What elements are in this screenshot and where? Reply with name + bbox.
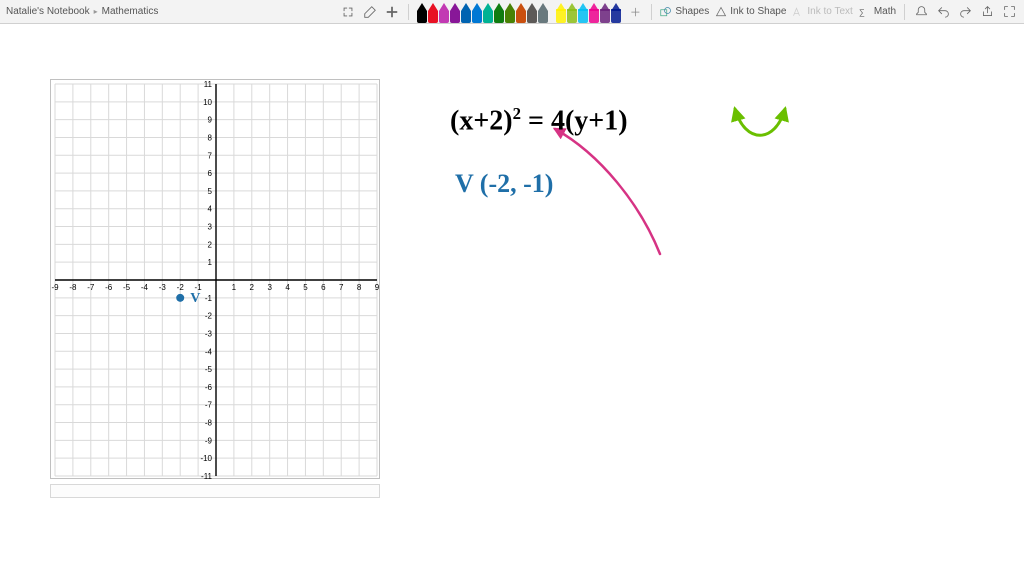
pen-0063b1[interactable]	[461, 3, 471, 23]
pen-69797e[interactable]	[538, 3, 548, 23]
svg-text:10: 10	[203, 98, 212, 107]
svg-text:-9: -9	[51, 283, 59, 292]
redo-icon[interactable]	[957, 4, 973, 20]
graph-svg: -9-8-7-6-5-4-3-2-1123456789-11-10-9-8-7-…	[51, 80, 381, 480]
highlighter-00188f[interactable]	[611, 3, 621, 23]
svg-text:-2: -2	[205, 312, 213, 321]
shapes-button[interactable]: Shapes	[660, 6, 709, 18]
svg-text:1: 1	[232, 283, 237, 292]
app-toolbar: Natalie's Notebook ▸ Mathematics ＋ Shape…	[0, 0, 1024, 24]
pen-e81123[interactable]	[428, 3, 438, 23]
eraser-icon[interactable]	[384, 4, 400, 20]
pen-0078d4[interactable]	[472, 3, 482, 23]
add-pen-icon[interactable]	[362, 4, 378, 20]
svg-text:7: 7	[339, 283, 344, 292]
svg-text:-4: -4	[141, 283, 149, 292]
math-label: Math	[874, 6, 896, 17]
svg-text:6: 6	[321, 283, 326, 292]
pen-tray	[417, 1, 621, 23]
note-canvas[interactable]: -9-8-7-6-5-4-3-2-1123456789-11-10-9-8-7-…	[0, 24, 1024, 576]
pen-881798[interactable]	[450, 3, 460, 23]
vertex-point	[176, 294, 184, 302]
highlighter-00bcf2[interactable]	[578, 3, 588, 23]
breadcrumb-section[interactable]: Mathematics	[102, 6, 159, 17]
svg-text:5: 5	[208, 187, 213, 196]
highlighter-68217a[interactable]	[600, 3, 610, 23]
ink-to-text-button: Ink to Text	[792, 6, 852, 18]
fullscreen-icon[interactable]	[1001, 4, 1017, 20]
chevron-right-icon: ▸	[94, 7, 98, 16]
toolbar-separator	[651, 4, 652, 20]
svg-text:-10: -10	[200, 454, 212, 463]
coordinate-grid: -9-8-7-6-5-4-3-2-1123456789-11-10-9-8-7-…	[50, 79, 380, 479]
ink-to-text-label: Ink to Text	[807, 6, 852, 17]
svg-text:-5: -5	[205, 365, 213, 374]
svg-text:2: 2	[208, 240, 213, 249]
ink-to-shape-icon	[715, 6, 727, 18]
math-icon: ∑	[859, 6, 871, 18]
bell-icon[interactable]	[913, 4, 929, 20]
toolbar-separator	[408, 4, 409, 20]
share-icon[interactable]	[979, 4, 995, 20]
pen-ca5010[interactable]	[516, 3, 526, 23]
svg-text:7: 7	[208, 151, 213, 160]
pen-498205[interactable]	[505, 3, 515, 23]
math-button[interactable]: ∑ Math	[859, 6, 896, 18]
ink-to-text-icon	[792, 6, 804, 18]
undo-icon[interactable]	[935, 4, 951, 20]
svg-text:3: 3	[208, 223, 213, 232]
svg-text:-3: -3	[159, 283, 167, 292]
svg-text:9: 9	[208, 116, 213, 125]
highlighter-fff100[interactable]	[556, 3, 566, 23]
svg-text:-8: -8	[205, 419, 213, 428]
parabola-hint-icon	[735, 109, 785, 135]
svg-text:3: 3	[267, 283, 272, 292]
svg-text:-5: -5	[123, 283, 131, 292]
pen-00b294[interactable]	[483, 3, 493, 23]
svg-text:-8: -8	[69, 283, 77, 292]
shapes-label: Shapes	[675, 6, 709, 17]
svg-text:8: 8	[208, 133, 213, 142]
shapes-icon	[660, 6, 672, 18]
svg-text:-3: -3	[205, 329, 213, 338]
svg-text:4: 4	[208, 205, 213, 214]
arrow-to-equation	[555, 129, 660, 254]
graph-caption-bar	[50, 484, 380, 498]
svg-text:5: 5	[303, 283, 308, 292]
svg-text:9: 9	[375, 283, 380, 292]
svg-text:1: 1	[208, 258, 213, 267]
svg-text:8: 8	[357, 283, 362, 292]
svg-text:-4: -4	[205, 347, 213, 356]
svg-text:-7: -7	[87, 283, 95, 292]
ink-to-shape-label: Ink to Shape	[730, 6, 786, 17]
svg-text:-6: -6	[205, 383, 213, 392]
pen-c239b3[interactable]	[439, 3, 449, 23]
ink-to-shape-button[interactable]: Ink to Shape	[715, 6, 786, 18]
svg-text:-2: -2	[177, 283, 185, 292]
svg-text:-7: -7	[205, 401, 213, 410]
breadcrumb-notebook[interactable]: Natalie's Notebook	[6, 6, 90, 17]
svg-text:4: 4	[285, 283, 290, 292]
pen-107c10[interactable]	[494, 3, 504, 23]
equation-ink: (x+2)2 = 4(y+1)	[450, 104, 628, 137]
svg-text:-1: -1	[205, 294, 213, 303]
vertex-point-label: V	[190, 291, 200, 306]
breadcrumb[interactable]: Natalie's Notebook ▸ Mathematics	[6, 6, 158, 17]
svg-text:-11: -11	[201, 472, 213, 480]
toolbar-separator	[904, 4, 905, 20]
add-pen-plus-icon[interactable]: ＋	[627, 4, 643, 20]
highlighter-ec008c[interactable]	[589, 3, 599, 23]
pen-000000[interactable]	[417, 3, 427, 23]
svg-text:∑: ∑	[859, 8, 865, 17]
svg-text:-9: -9	[205, 436, 213, 445]
pen-5d5a58[interactable]	[527, 3, 537, 23]
svg-text:11: 11	[204, 80, 213, 89]
svg-text:2: 2	[250, 283, 255, 292]
svg-text:-6: -6	[105, 283, 113, 292]
lasso-select-icon[interactable]	[340, 4, 356, 20]
vertex-ink: V (-2, -1)	[455, 169, 553, 199]
svg-text:6: 6	[208, 169, 213, 178]
highlighter-8cbd18[interactable]	[567, 3, 577, 23]
